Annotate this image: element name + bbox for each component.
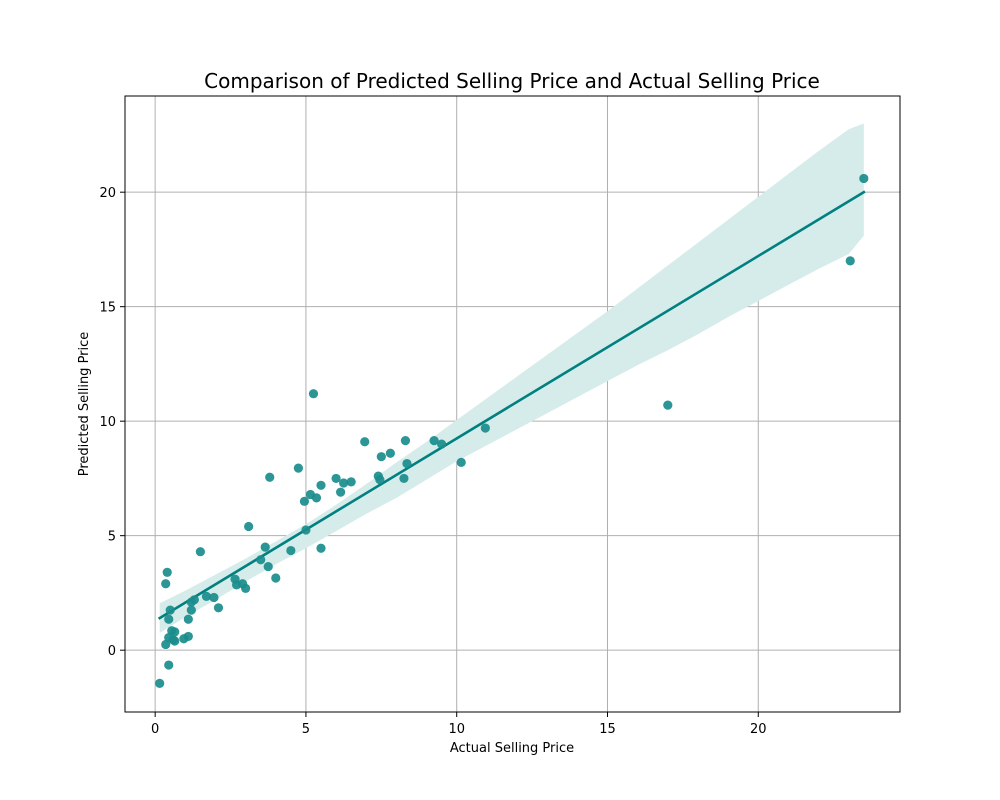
x-tick-label: 20 — [750, 722, 767, 737]
x-tick-label: 5 — [302, 722, 310, 737]
data-point — [399, 473, 409, 484]
confidence-band-layer — [159, 123, 864, 633]
data-point — [260, 542, 270, 552]
data-point — [286, 545, 296, 556]
data-point — [402, 458, 412, 469]
data-point — [663, 400, 673, 410]
regression-line — [157, 190, 866, 620]
data-point — [186, 605, 196, 615]
data-point — [480, 423, 490, 433]
data-point — [271, 573, 281, 583]
confidence-band — [159, 123, 864, 633]
tick-layer: 0 5 10 15 20 0 5 10 15 20 — [99, 186, 766, 737]
x-axis-label: Actual Selling Price — [450, 741, 574, 756]
data-point — [339, 478, 349, 488]
data-point — [265, 472, 275, 482]
data-point — [161, 639, 171, 650]
data-point — [316, 480, 326, 490]
data-point — [859, 173, 869, 184]
x-tick-label: 0 — [151, 722, 159, 737]
data-point — [161, 579, 171, 589]
data-point — [165, 605, 175, 615]
data-point — [456, 457, 466, 467]
data-point — [183, 631, 193, 642]
data-point — [201, 591, 212, 601]
data-point — [311, 493, 322, 503]
data-point — [360, 437, 370, 447]
regression-line-layer — [157, 190, 866, 620]
chart-title: Comparison of Predicted Selling Price an… — [204, 69, 820, 93]
y-tick-label: 15 — [99, 301, 116, 316]
data-point — [189, 595, 199, 605]
data-point — [256, 555, 266, 565]
data-point — [213, 603, 224, 613]
data-point — [241, 583, 251, 593]
data-point — [170, 627, 180, 637]
y-tick-label: 5 — [108, 530, 116, 545]
data-point — [346, 477, 356, 487]
y-tick-label: 20 — [99, 186, 116, 201]
data-point — [293, 463, 303, 473]
plot-frame — [124, 95, 901, 713]
x-tick-label: 15 — [599, 722, 616, 737]
data-point — [183, 614, 193, 624]
y-tick-label: 0 — [108, 644, 116, 659]
data-point — [162, 567, 172, 577]
y-tick-label: 10 — [99, 415, 116, 430]
data-point — [316, 543, 326, 553]
data-point — [209, 592, 219, 603]
data-point — [308, 389, 319, 399]
data-point — [301, 525, 311, 535]
y-axis-label: Predicted Selling Price — [77, 332, 92, 477]
data-point — [195, 547, 205, 557]
data-point — [437, 439, 447, 449]
data-point — [375, 474, 385, 485]
data-point — [244, 521, 254, 532]
data-point — [155, 678, 165, 688]
data-point — [376, 452, 386, 462]
x-tick-label: 10 — [448, 722, 465, 737]
data-point — [400, 436, 411, 446]
data-point — [845, 256, 855, 266]
data-point — [170, 636, 180, 646]
data-point — [263, 561, 273, 572]
data-point — [429, 436, 439, 446]
data-point — [331, 473, 341, 484]
data-point — [299, 496, 310, 506]
data-points-layer — [155, 173, 869, 688]
data-point — [164, 660, 174, 670]
data-point — [385, 448, 395, 458]
data-point — [164, 614, 174, 624]
data-point — [336, 487, 346, 497]
